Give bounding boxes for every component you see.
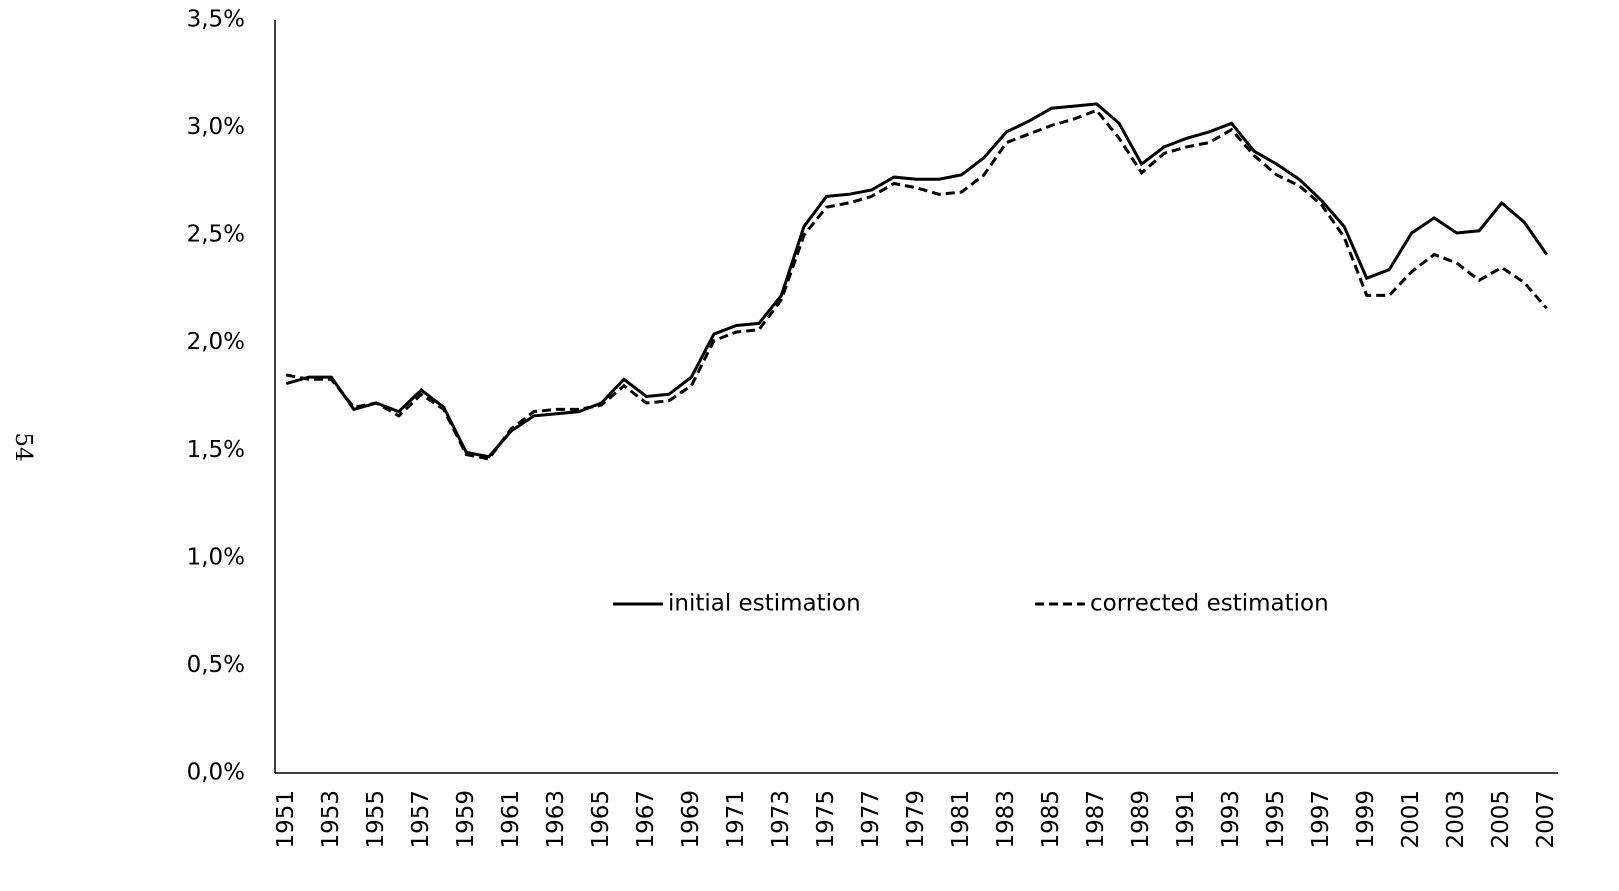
page-number: 54 bbox=[10, 432, 36, 461]
x-tick-label: 1967 bbox=[633, 790, 659, 849]
x-tick-label: 1985 bbox=[1038, 790, 1064, 849]
x-tick-label: 1987 bbox=[1083, 790, 1109, 849]
x-tick-label: 1991 bbox=[1173, 790, 1199, 849]
y-tick-label: 1,0% bbox=[187, 544, 245, 570]
x-tick-label: 1977 bbox=[858, 790, 884, 849]
x-tick-label: 1995 bbox=[1263, 790, 1289, 849]
x-tick-label: 1951 bbox=[273, 790, 299, 849]
x-tick-label: 1965 bbox=[588, 790, 614, 849]
x-tick-label: 1997 bbox=[1308, 790, 1334, 849]
line-series bbox=[285, 102, 1548, 459]
y-tick-label: 3,5% bbox=[187, 7, 245, 33]
legend-label: corrected estimation bbox=[1090, 591, 1329, 617]
x-tick-label: 2005 bbox=[1488, 790, 1514, 849]
x-tick-label: 1993 bbox=[1218, 790, 1244, 849]
x-tick-label: 1969 bbox=[678, 790, 704, 849]
x-tick-label: 2003 bbox=[1443, 790, 1469, 849]
x-tick-label: 1961 bbox=[498, 790, 524, 849]
x-tick-label: 1963 bbox=[543, 790, 569, 849]
x-tick-label: 2001 bbox=[1398, 790, 1424, 849]
x-tick-label: 1959 bbox=[453, 790, 479, 849]
x-tick-label: 1981 bbox=[948, 790, 974, 849]
x-tick-label: 1979 bbox=[903, 790, 929, 849]
x-tick-label: 1989 bbox=[1128, 790, 1154, 849]
y-tick-label: 2,0% bbox=[187, 329, 245, 355]
x-tick-label: 1973 bbox=[768, 790, 794, 849]
x-tick-label: 1957 bbox=[408, 790, 434, 849]
x-tick-label: 1999 bbox=[1353, 790, 1379, 849]
y-tick-label: 0,0% bbox=[187, 760, 245, 786]
x-tick-label: 1955 bbox=[363, 790, 389, 849]
y-tick-label: 2,5% bbox=[187, 222, 245, 248]
x-tick-label: 1971 bbox=[723, 790, 749, 849]
line-series bbox=[286, 108, 1548, 461]
x-tick-label: 1975 bbox=[813, 790, 839, 849]
y-tick-label: 1,5% bbox=[187, 437, 245, 463]
x-tick-label: 1953 bbox=[318, 790, 344, 849]
x-tick-label: 2007 bbox=[1533, 790, 1559, 849]
x-tick-label: 1983 bbox=[993, 790, 1019, 849]
y-tick-label: 0,5% bbox=[187, 652, 245, 678]
y-tick-label: 3,0% bbox=[187, 114, 245, 140]
legend-label: initial estimation bbox=[668, 591, 861, 617]
